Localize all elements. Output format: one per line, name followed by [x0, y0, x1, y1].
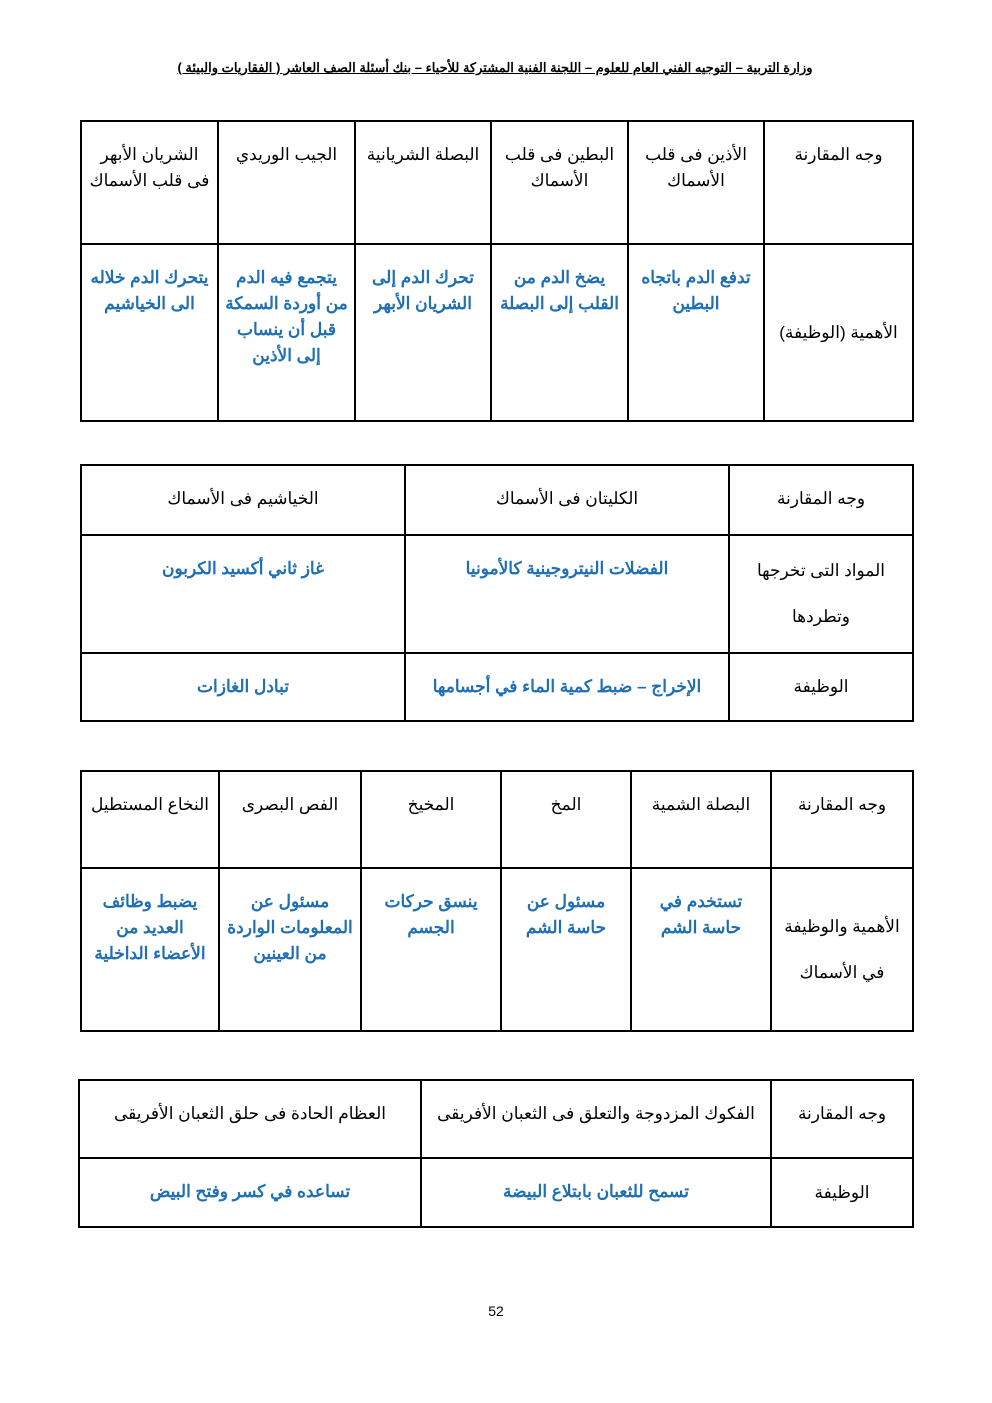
row-label: الوظيفة: [770, 1157, 914, 1228]
header-row: وجه المقارنة الكليتان فى الأسماك الخياشيم …: [80, 464, 914, 536]
row-label: الأهمية والوظيفة في الأسماك: [770, 867, 914, 1032]
header-row: وجه المقارنة البصلة الشمية المخ المخيخ الفص …: [80, 770, 914, 869]
column-header: الشريان الأبهر فى قلب الأسماك: [80, 120, 219, 245]
answer-cell: تحرك الدم إلى الشريان الأبهر: [354, 243, 492, 422]
column-header: وجه المقارنة: [728, 464, 914, 536]
answer-cell: الإخراج – ضبط كمية الماء في أجسامها: [404, 652, 730, 722]
page-number: 52: [488, 1303, 504, 1319]
header-row: وجه المقارنة الفكوك المزدوجة والتعلق فى ا…: [78, 1079, 914, 1159]
table-row: المواد التى تخرجها وتطردها الفضلات النيتر…: [80, 534, 914, 654]
answer-cell: غاز ثاني أكسيد الكربون: [80, 534, 406, 654]
answer-cell: مسئول عن حاسة الشم: [500, 867, 632, 1032]
column-header: وجه المقارنة: [763, 120, 914, 245]
answer-cell: يتحرك الدم خلاله الى الخياشيم: [80, 243, 219, 422]
answer-cell: مسئول عن المعلومات الواردة من العينين: [218, 867, 362, 1032]
answer-cell: تستخدم في حاسة الشم: [630, 867, 772, 1032]
column-header: الخياشيم فى الأسماك: [80, 464, 406, 536]
header-row: وجه المقارنة الأذين فى قلب الأسماك البطين …: [80, 120, 914, 245]
answer-cell: تدفع الدم باتجاه البطين: [627, 243, 765, 422]
column-header: الأذين فى قلب الأسماك: [627, 120, 765, 245]
column-header: المخيخ: [360, 770, 502, 869]
column-header: البصلة الشريانية: [354, 120, 492, 245]
row-label: المواد التى تخرجها وتطردها: [728, 534, 914, 654]
column-header: وجه المقارنة: [770, 770, 914, 869]
page-header: وزارة التربية – التوجيه الفني العام للعل…: [177, 60, 813, 75]
row-label: الأهمية (الوظيفة): [763, 243, 914, 422]
answer-cell: يضبط وظائف العديد من الأعضاء الداخلية: [80, 867, 220, 1032]
excretion-table: وجه المقارنة الكليتان فى الأسماك الخياشيم …: [80, 464, 914, 722]
answer-cell: تسمح للثعبان بابتلاع البيضة: [420, 1157, 772, 1228]
answer-cell: تبادل الغازات: [80, 652, 406, 722]
column-header: العظام الحادة فى حلق الثعبان الأفريقى: [78, 1079, 422, 1159]
answer-cell: تساعده في كسر وفتح البيض: [78, 1157, 422, 1228]
brain-parts-table: وجه المقارنة البصلة الشمية المخ المخيخ الفص …: [80, 770, 914, 1032]
answer-cell: يتجمع فيه الدم من أوردة السمكة قبل أن ين…: [217, 243, 356, 422]
column-header: المخ: [500, 770, 632, 869]
column-header: الجيب الوريدي: [217, 120, 356, 245]
row-label: الوظيفة: [728, 652, 914, 722]
column-header: وجه المقارنة: [770, 1079, 914, 1159]
answer-cell: الفضلات النيتروجينية كالأمونيا: [404, 534, 730, 654]
snake-table: وجه المقارنة الفكوك المزدوجة والتعلق فى ا…: [78, 1079, 914, 1228]
column-header: الفكوك المزدوجة والتعلق فى الثعبان الأفر…: [420, 1079, 772, 1159]
answer-cell: ينسق حركات الجسم: [360, 867, 502, 1032]
column-header: الفص البصرى: [218, 770, 362, 869]
column-header: النخاع المستطيل: [80, 770, 220, 869]
table-row: الوظيفة الإخراج – ضبط كمية الماء في أجسام…: [80, 652, 914, 722]
column-header: البطين فى قلب الأسماك: [490, 120, 629, 245]
column-header: الكليتان فى الأسماك: [404, 464, 730, 536]
column-header: البصلة الشمية: [630, 770, 772, 869]
table-row: الأهمية (الوظيفة) تدفع الدم باتجاه البطين…: [80, 243, 914, 422]
heart-parts-table: وجه المقارنة الأذين فى قلب الأسماك البطين …: [80, 120, 914, 422]
table-row: الأهمية والوظيفة في الأسماك تستخدم في حاس…: [80, 867, 914, 1032]
answer-cell: يضخ الدم من القلب إلى البصلة: [490, 243, 629, 422]
table-row: الوظيفة تسمح للثعبان بابتلاع البيضة تساعده…: [78, 1157, 914, 1228]
